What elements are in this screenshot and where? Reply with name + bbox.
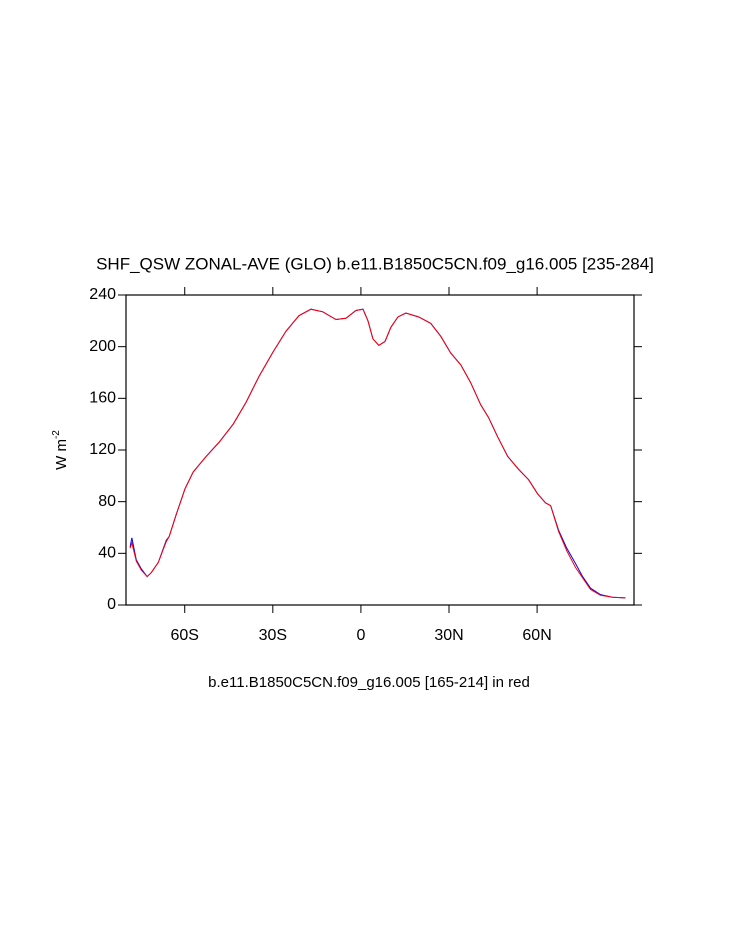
y-tick-label: 160: [89, 390, 116, 407]
y-axis-label-exponent: -2: [51, 430, 62, 439]
y-axis-label: W m-2: [51, 430, 70, 470]
chart-subtitle: b.e11.B1850C5CN.f09_g16.005 [165-214] in…: [208, 674, 530, 691]
y-tick-label: 120: [89, 441, 116, 458]
y-tick-label: 0: [107, 596, 116, 613]
y-tick-label: 240: [89, 286, 116, 303]
x-tick-label: 60N: [522, 627, 551, 644]
y-tick-label: 200: [89, 338, 116, 355]
y-tick-label: 80: [98, 493, 116, 510]
x-tick-label: 60S: [170, 627, 198, 644]
data-line: [129, 308, 626, 599]
x-tick-label: 0: [356, 627, 365, 644]
y-tick-label: 40: [98, 545, 116, 562]
y-axis-label-text: W m: [53, 439, 70, 470]
x-tick-label: 30N: [434, 627, 463, 644]
plot-frame: [125, 294, 635, 606]
chart-title: SHF_QSW ZONAL-AVE (GLO) b.e11.B1850C5CN.…: [96, 254, 654, 273]
x-tick-label: 30S: [259, 627, 287, 644]
data-line: [129, 308, 626, 599]
